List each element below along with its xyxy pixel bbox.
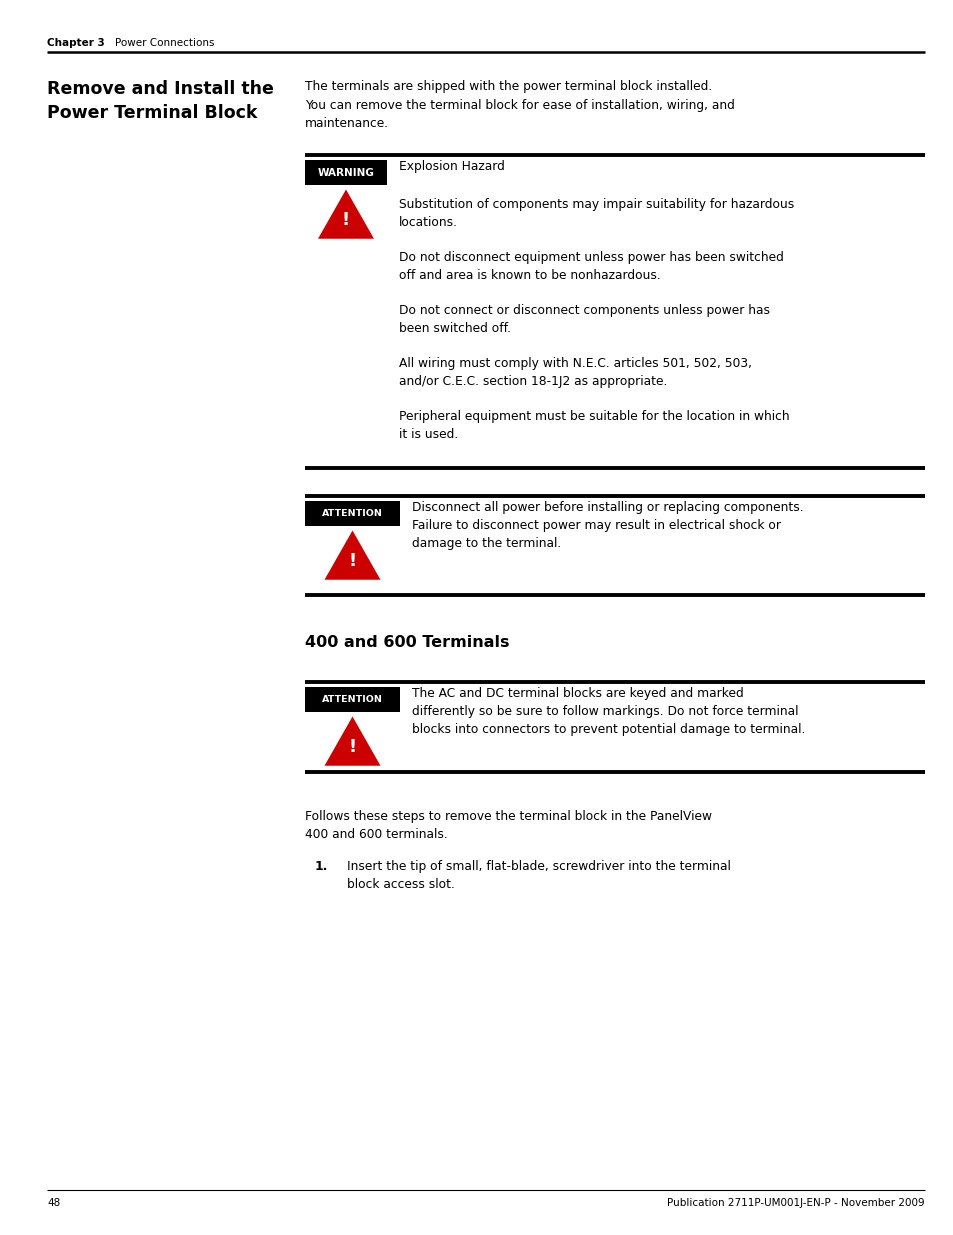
Text: All wiring must comply with N.E.C. articles 501, 502, 503,
and/or C.E.C. section: All wiring must comply with N.E.C. artic… (398, 357, 751, 388)
Text: Insert the tip of small, flat-blade, screwdriver into the terminal
block access : Insert the tip of small, flat-blade, scr… (347, 860, 730, 892)
Text: Do not disconnect equipment unless power has been switched
off and area is known: Do not disconnect equipment unless power… (398, 251, 783, 282)
Text: Follows these steps to remove the terminal block in the PanelView
400 and 600 te: Follows these steps to remove the termin… (305, 810, 711, 841)
Text: Chapter 3: Chapter 3 (47, 38, 105, 48)
Text: Disconnect all power before installing or replacing components.
Failure to disco: Disconnect all power before installing o… (412, 501, 802, 550)
Text: Explosion Hazard: Explosion Hazard (398, 161, 504, 173)
Polygon shape (320, 193, 371, 237)
Text: !: ! (348, 552, 356, 571)
FancyBboxPatch shape (305, 161, 387, 185)
Text: Peripheral equipment must be suitable for the location in which
it is used.: Peripheral equipment must be suitable fo… (398, 410, 789, 441)
Polygon shape (327, 720, 377, 764)
Polygon shape (327, 534, 377, 578)
Text: 400 and 600 Terminals: 400 and 600 Terminals (305, 635, 509, 650)
Polygon shape (320, 193, 371, 237)
Text: !: ! (341, 211, 350, 230)
FancyBboxPatch shape (305, 501, 399, 526)
Text: !: ! (348, 739, 356, 756)
FancyBboxPatch shape (305, 687, 399, 713)
Text: ATTENTION: ATTENTION (322, 509, 382, 517)
Text: Do not connect or disconnect components unless power has
been switched off.: Do not connect or disconnect components … (398, 304, 769, 335)
Polygon shape (327, 534, 377, 578)
Text: Power Connections: Power Connections (115, 38, 214, 48)
Text: Publication 2711P-UM001J-EN-P - November 2009: Publication 2711P-UM001J-EN-P - November… (667, 1198, 924, 1208)
Text: Remove and Install the
Power Terminal Block: Remove and Install the Power Terminal Bl… (47, 80, 274, 122)
Text: The AC and DC terminal blocks are keyed and marked
differently so be sure to fol: The AC and DC terminal blocks are keyed … (412, 687, 804, 736)
Text: WARNING: WARNING (317, 168, 374, 178)
Text: 48: 48 (47, 1198, 60, 1208)
Polygon shape (327, 720, 377, 764)
Text: 1.: 1. (314, 860, 328, 873)
Text: The terminals are shipped with the power terminal block installed.
You can remov: The terminals are shipped with the power… (305, 80, 734, 130)
Text: ATTENTION: ATTENTION (322, 695, 382, 704)
Text: Substitution of components may impair suitability for hazardous
locations.: Substitution of components may impair su… (398, 198, 794, 228)
